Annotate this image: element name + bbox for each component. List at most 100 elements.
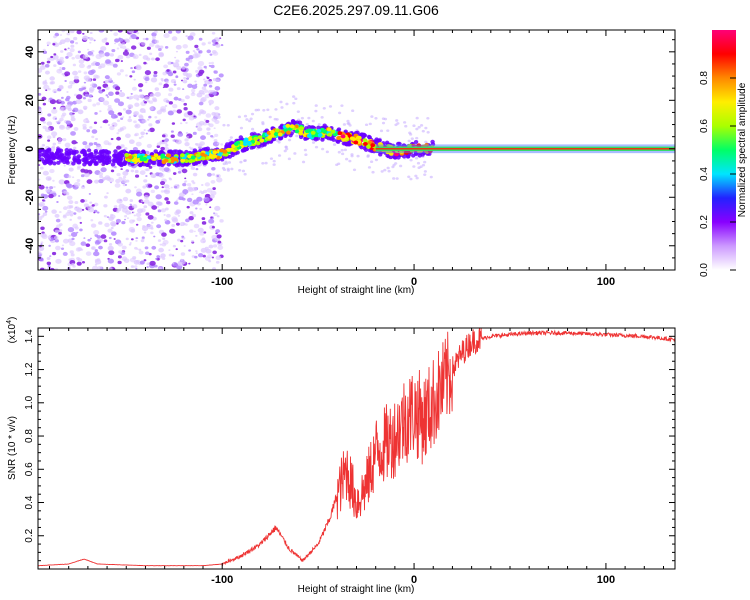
x-tick-label: -100: [211, 574, 233, 586]
noise-point: [47, 88, 51, 91]
colorbar-tick-label: 0.6: [699, 119, 710, 133]
noise-point: [162, 239, 169, 245]
y-tick-label: 0.2: [24, 528, 35, 542]
noise-point: [156, 255, 160, 259]
ridge-core-point: [142, 156, 148, 161]
noise-point: [97, 266, 103, 270]
noise-point: [110, 169, 115, 173]
noise-point: [248, 119, 252, 123]
noise-point: [116, 72, 122, 76]
ridge-point: [100, 154, 105, 159]
noise-point: [97, 86, 102, 90]
colorbar-axes: 0.0 0.2 0.4 0.6 0.8: [699, 71, 736, 277]
noise-point: [300, 116, 305, 120]
noise-point: [175, 30, 182, 34]
noise-point: [42, 125, 47, 130]
noise-point: [423, 160, 427, 164]
noise-point: [212, 43, 216, 46]
noise-point: [415, 136, 419, 140]
ridge-core-point: [294, 129, 300, 134]
noise-point: [72, 223, 78, 229]
noise-point: [216, 142, 220, 145]
noise-point: [124, 215, 128, 218]
noise-point: [177, 132, 184, 137]
noise-point: [74, 200, 79, 205]
noise-point: [171, 122, 176, 125]
noise-point: [158, 267, 162, 270]
noise-point: [156, 45, 160, 48]
noise-point: [386, 129, 390, 132]
noise-point: [119, 69, 124, 73]
noise-point: [285, 102, 289, 106]
noise-point: [209, 53, 213, 56]
noise-point: [51, 108, 58, 114]
noise-point: [135, 141, 142, 147]
noise-point: [138, 42, 141, 44]
noise-point: [38, 213, 41, 216]
noise-point: [172, 139, 175, 142]
ridge-core-point: [285, 123, 291, 128]
noise-point: [40, 267, 45, 270]
ridge-point: [64, 151, 69, 156]
noise-point: [138, 53, 142, 57]
noise-point: [193, 115, 196, 118]
noise-point: [76, 94, 83, 100]
noise-point: [212, 244, 218, 248]
noise-point: [287, 157, 291, 161]
noise-point: [106, 192, 109, 195]
noise-point: [86, 129, 91, 133]
noise-point: [211, 39, 217, 44]
noise-point: [85, 251, 92, 256]
noise-point: [146, 266, 149, 268]
ridge-core-point: [222, 149, 228, 154]
ridge-point: [89, 151, 94, 156]
noise-point: [166, 69, 170, 72]
noise-point: [154, 185, 160, 190]
noise-point: [147, 129, 151, 132]
noise-point: [58, 119, 62, 123]
noise-point: [250, 112, 255, 116]
noise-point: [100, 234, 107, 239]
noise-point: [219, 219, 224, 223]
noise-point: [100, 167, 107, 173]
noise-point: [165, 143, 169, 147]
ridge-point: [72, 155, 78, 160]
noise-point: [216, 79, 220, 83]
noise-point: [64, 71, 71, 77]
noise-point: [41, 96, 47, 101]
noise-point: [55, 218, 61, 223]
noise-point: [38, 92, 42, 96]
noise-point: [272, 159, 276, 163]
ridge-point: [92, 154, 97, 159]
noise-point: [139, 170, 146, 175]
ridge-point: [167, 149, 172, 154]
ridge-point: [68, 148, 73, 153]
noise-point: [175, 199, 178, 202]
noise-point: [268, 115, 272, 119]
ridge-point: [377, 138, 382, 143]
noise-point: [91, 129, 98, 134]
noise-point: [224, 160, 228, 164]
noise-point: [125, 237, 129, 241]
noise-point: [105, 59, 111, 64]
noise-point: [175, 75, 178, 78]
ridge-point: [310, 125, 315, 130]
noise-point: [48, 193, 54, 199]
noise-point: [175, 248, 178, 251]
noise-point: [110, 221, 117, 227]
noise-point: [110, 137, 114, 141]
noise-point: [98, 30, 105, 33]
noise-point: [137, 208, 144, 214]
noise-point: [180, 258, 184, 261]
noise-point: [113, 238, 116, 240]
noise-point: [125, 109, 132, 115]
noise-point: [123, 147, 128, 150]
noise-point: [123, 258, 130, 263]
noise-point: [203, 78, 206, 81]
noise-point: [192, 199, 199, 205]
noise-point: [173, 83, 177, 86]
noise-point: [154, 91, 161, 97]
noise-point: [56, 68, 63, 74]
noise-point: [118, 250, 123, 254]
noise-point: [143, 259, 147, 262]
